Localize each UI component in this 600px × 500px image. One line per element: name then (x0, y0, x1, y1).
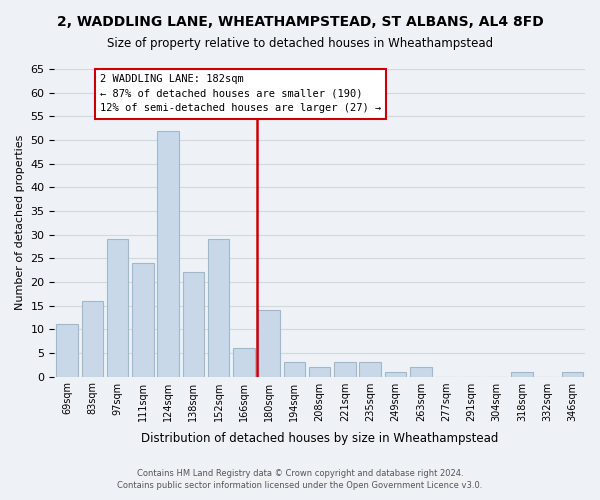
Bar (385, 372, 406, 376)
Text: Size of property relative to detached houses in Wheathampstead: Size of property relative to detached ho… (107, 38, 493, 51)
Bar (132, 263, 154, 376)
Bar (56, 324, 78, 376)
Bar (82, 301, 103, 376)
Bar (309, 367, 331, 376)
Bar (107, 240, 128, 376)
Bar (334, 362, 356, 376)
Text: Contains HM Land Registry data © Crown copyright and database right 2024.
Contai: Contains HM Land Registry data © Crown c… (118, 468, 482, 490)
Bar (182, 272, 204, 376)
Bar (208, 240, 229, 376)
Bar (562, 372, 583, 376)
Bar (359, 362, 381, 376)
Bar (511, 372, 533, 376)
Text: 2 WADDLING LANE: 182sqm
← 87% of detached houses are smaller (190)
12% of semi-d: 2 WADDLING LANE: 182sqm ← 87% of detache… (100, 74, 381, 114)
Y-axis label: Number of detached properties: Number of detached properties (15, 135, 25, 310)
Bar (259, 310, 280, 376)
Bar (157, 130, 179, 376)
Bar (233, 348, 254, 376)
Text: 2, WADDLING LANE, WHEATHAMPSTEAD, ST ALBANS, AL4 8FD: 2, WADDLING LANE, WHEATHAMPSTEAD, ST ALB… (56, 15, 544, 29)
X-axis label: Distribution of detached houses by size in Wheathampstead: Distribution of detached houses by size … (141, 432, 499, 445)
Bar (410, 367, 431, 376)
Bar (284, 362, 305, 376)
